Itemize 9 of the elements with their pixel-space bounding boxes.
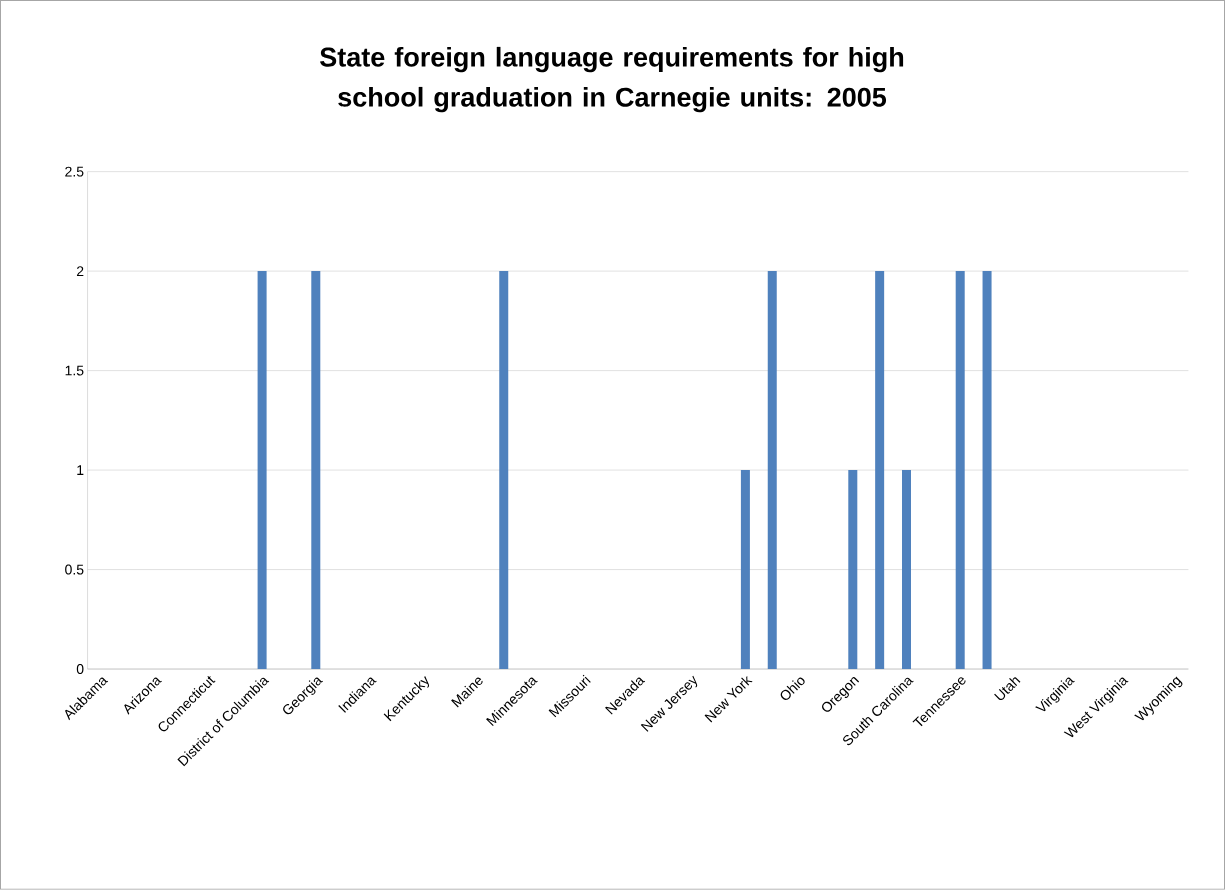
y-tick-label: 1.5 xyxy=(65,365,84,376)
chart-title: State foreign language requirements for high school graduation in Carnegie units: 2005 xyxy=(320,47,904,113)
y-tick-label: 2.5 xyxy=(65,166,84,177)
y-tick-label: 0.5 xyxy=(65,564,84,575)
x-tick-label: Ohio xyxy=(780,677,805,701)
y-tick-label: 1 xyxy=(77,465,84,476)
x-tick-label: Utah xyxy=(994,677,1021,701)
y-tick-label: 0 xyxy=(76,664,84,675)
y-tick-label: 2 xyxy=(76,266,84,277)
